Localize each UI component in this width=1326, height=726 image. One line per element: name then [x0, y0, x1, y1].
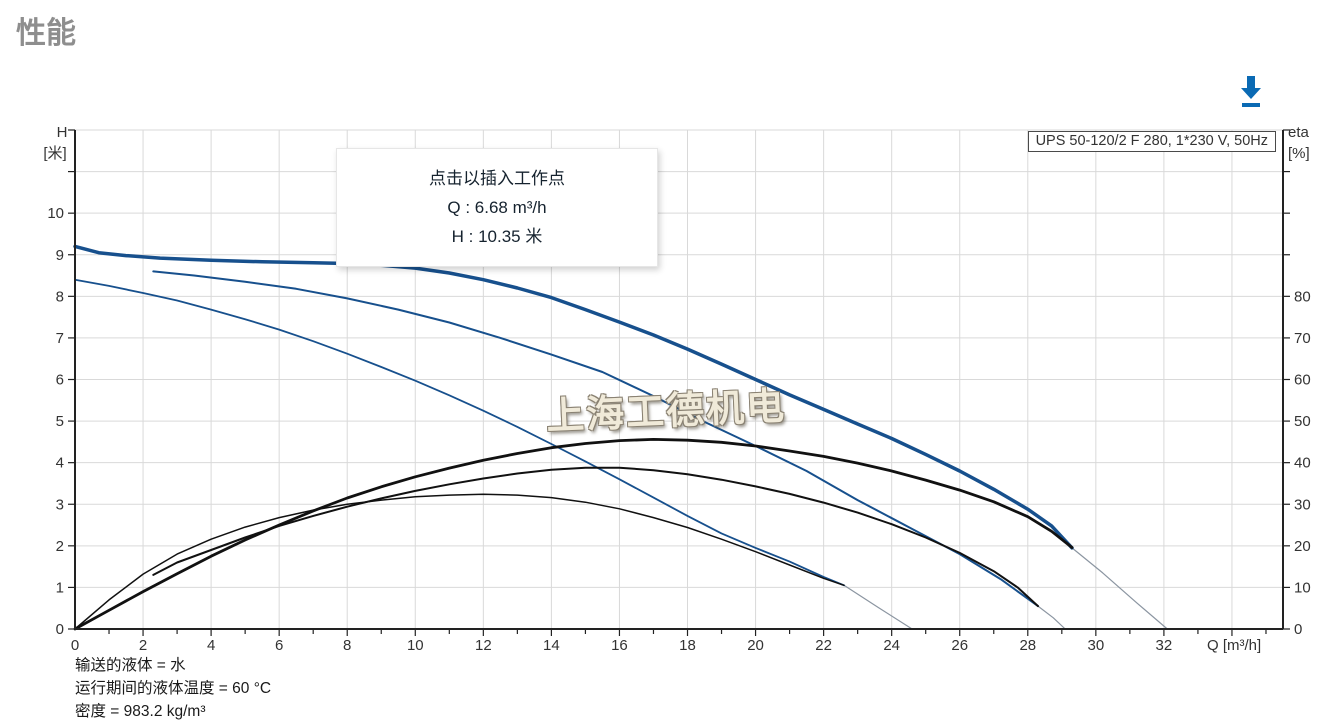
x-tick-label: 10: [407, 637, 424, 654]
x-tick-label: 20: [747, 637, 764, 654]
y-right-tick-label: 80: [1294, 288, 1311, 305]
y-right-tick-label: 70: [1294, 330, 1311, 347]
y-left-tick-label: 6: [56, 372, 64, 389]
liquid-temperature: 运行期间的液体温度 = 60 °C: [75, 680, 272, 697]
x-tick-label: 24: [883, 637, 900, 654]
y-right-tick-label: 0: [1294, 621, 1302, 638]
y-left-tick-label: 5: [56, 413, 64, 430]
y-left-tick-label: 1: [56, 579, 64, 596]
y-right-axis-label: eta: [1288, 124, 1310, 141]
head-speed1-curve: [74, 278, 845, 587]
download-button[interactable]: [1238, 74, 1264, 110]
operating-point-tooltip: 点击以插入工作点 Q : 6.68 m³/h H : 10.35 米: [336, 148, 658, 267]
eta-speed1-curve: [74, 493, 845, 630]
eta-speed3-curve: [73, 438, 1074, 631]
tooltip-flow-value: Q : 6.68 m³/h: [447, 198, 547, 217]
x-tick-label: 26: [951, 637, 968, 654]
x-tick-label: 16: [611, 637, 628, 654]
download-icon: [1241, 76, 1261, 107]
head-speed1-extension-curve: [843, 584, 913, 630]
head-speed2-curve: [152, 270, 1039, 608]
y-left-tick-label: 8: [56, 288, 64, 305]
head-speed2-extension-curve: [1037, 605, 1066, 630]
x-axis-unit-label: Q [m³/h]: [1207, 637, 1261, 654]
y-left-tick-label: 10: [47, 205, 64, 222]
y-left-tick-label: 4: [56, 455, 64, 472]
y-right-axis-unit: [%]: [1288, 145, 1310, 162]
x-tick-label: 32: [1156, 637, 1173, 654]
y-left-tick-label: 9: [56, 247, 64, 264]
y-right-tick-label: 20: [1294, 538, 1311, 555]
x-tick-label: 28: [1019, 637, 1036, 654]
y-right-tick-label: 40: [1294, 455, 1311, 472]
page-title: 性能: [16, 17, 76, 50]
head-speed3-extension-curve: [1071, 547, 1168, 630]
y-right-tick-label: 30: [1294, 496, 1311, 513]
tooltip-head-value: H : 10.35 米: [451, 227, 543, 246]
tooltip-hint: 点击以插入工作点: [429, 169, 565, 188]
liquid-type: 输送的液体 = 水: [75, 657, 186, 674]
x-tick-label: 18: [679, 637, 696, 654]
x-tick-label: 14: [543, 637, 560, 654]
watermark: 上海工德机电: [545, 382, 788, 439]
x-tick-label: 2: [139, 637, 147, 654]
x-tick-label: 4: [207, 637, 215, 654]
y-left-tick-label: 2: [56, 538, 64, 555]
eta-speed2-curve: [152, 466, 1039, 608]
pump-model-label: UPS 50-120/2 F 280, 1*230 V, 50Hz: [1027, 131, 1276, 152]
y-left-tick-label: 7: [56, 330, 64, 347]
y-left-tick-label: 0: [56, 621, 64, 638]
y-left-axis-unit: [米]: [43, 145, 66, 162]
y-right-tick-label: 60: [1294, 372, 1311, 389]
x-tick-label: 30: [1088, 637, 1105, 654]
y-right-tick-label: 50: [1294, 413, 1311, 430]
liquid-density: 密度 = 983.2 kg/m³: [75, 703, 206, 720]
x-tick-label: 8: [343, 637, 351, 654]
liquid-info: 输送的液体 = 水 运行期间的液体温度 = 60 °C 密度 = 983.2 k…: [75, 654, 271, 723]
x-tick-label: 0: [71, 637, 79, 654]
x-tick-label: 22: [815, 637, 832, 654]
y-left-tick-label: 3: [56, 496, 64, 513]
y-right-tick-label: 10: [1294, 579, 1311, 596]
head-speed3-curve: [73, 244, 1074, 550]
x-tick-label: 6: [275, 637, 283, 654]
x-tick-label: 12: [475, 637, 492, 654]
y-left-axis-label: H: [57, 124, 68, 141]
